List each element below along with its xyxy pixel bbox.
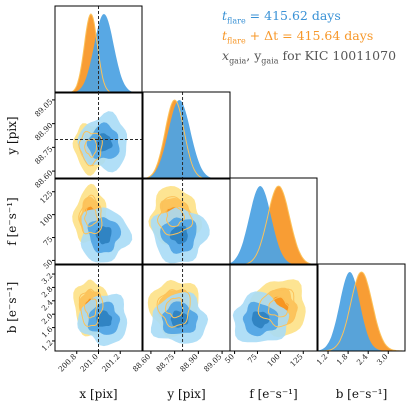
x-tick-label: 88.75 xyxy=(154,352,176,374)
y-axis-label-y: y [pix] xyxy=(5,116,19,155)
legend-entry-gaia-sub: gaia xyxy=(229,56,247,66)
legend-entry-gaia-mid: , y xyxy=(246,48,262,63)
y-tick-label: 88.90 xyxy=(33,121,55,143)
contour-orange-outline-2 xyxy=(164,297,184,319)
x-axis-label-x: x [pix] xyxy=(79,387,117,401)
contour-orange-outline-1 xyxy=(78,194,103,235)
diag-panel-y xyxy=(143,92,230,179)
y-tick-label: 88.60 xyxy=(33,168,55,190)
legend-entry-gaia-text: for KIC 10011070 xyxy=(278,48,397,63)
x-tick-label: 201.0 xyxy=(78,352,100,374)
contour-orange-outline-1 xyxy=(78,131,103,167)
x-tick-label: 200.8 xyxy=(57,352,79,374)
legend-entry-blue-text: = 415.62 days xyxy=(245,8,341,23)
contour-orange-outline-2 xyxy=(83,297,98,319)
y-axis-label-b: b [e⁻s⁻¹] xyxy=(5,282,19,334)
y-tick-label: 1.2 xyxy=(40,338,55,353)
contour-blue-level-3 xyxy=(96,310,113,327)
x-tick-label: 1.2 xyxy=(315,352,330,367)
legend: tflare = 415.62 days tflare + Δt = 415.6… xyxy=(222,8,396,68)
y-tick-label: 2.8 xyxy=(40,284,55,299)
histogram-outline-y xyxy=(143,99,230,179)
x-tick-label: 88.90 xyxy=(178,352,200,374)
y-tick-label: 50 xyxy=(41,257,54,270)
contour-orange-outline-2 xyxy=(267,296,290,318)
panel-frame-diag-b xyxy=(317,263,406,352)
x-axis-label-y: y [pix] xyxy=(166,387,205,401)
diag-panel-x xyxy=(55,6,142,93)
y-tick-label: 2.4 xyxy=(40,298,55,313)
contour-panel-y-f xyxy=(148,178,210,265)
panel-frame-diag-y xyxy=(142,91,231,180)
x-axis-label-f: f [e⁻s⁻¹] xyxy=(249,387,297,401)
diag-panel-b xyxy=(318,271,405,351)
contour-orange-outline-2 xyxy=(84,205,99,227)
histogram-blue-b xyxy=(318,272,405,351)
contour-panel-y-b xyxy=(147,264,209,351)
panel-frame-y-f xyxy=(142,177,231,266)
x-tick-label: 3.0 xyxy=(375,352,390,367)
x-tick-label: 88.60 xyxy=(131,352,153,374)
legend-entry-blue-var: t xyxy=(222,8,228,23)
x-tick-label: 1.8 xyxy=(335,352,350,367)
contour-panel-x-f xyxy=(72,178,133,265)
x-tick-label: 100 xyxy=(265,352,282,369)
y-tick-label: 75 xyxy=(41,235,54,248)
y-tick-label: 88.75 xyxy=(33,144,55,166)
y-tick-label: 89.05 xyxy=(33,97,55,119)
contour-orange-outline-1 xyxy=(156,196,194,236)
contour-blue-level-3 xyxy=(95,133,113,152)
contour-panel-x-y xyxy=(55,92,142,179)
legend-entry-orange-sub: flare xyxy=(227,36,246,46)
legend-entry-blue-sub: flare xyxy=(227,16,246,26)
legend-entry-orange: tflare + Δt = 415.64 days xyxy=(222,28,396,48)
y-tick-label: 3.2 xyxy=(40,271,55,286)
y-axis-label-f: f [e⁻s⁻¹] xyxy=(5,197,19,245)
histogram-orange-f xyxy=(230,186,317,265)
histogram-blue-y xyxy=(143,100,230,179)
contour-blue-level-3 xyxy=(251,311,270,329)
panel-frame-f-b xyxy=(229,263,318,352)
legend-entry-orange-text: + Δt = 415.64 days xyxy=(245,28,374,43)
contour-panel-f-b xyxy=(232,279,306,343)
x-tick-label: 125 xyxy=(288,352,305,369)
legend-entry-blue: tflare = 415.62 days xyxy=(222,8,396,28)
y-tick-label: 1.6 xyxy=(40,325,55,340)
x-tick-label: 89.05 xyxy=(202,352,224,374)
contour-orange-outline-2 xyxy=(84,137,98,158)
histogram-blue-f xyxy=(230,186,317,265)
x-axis-label-b: b [e⁻s⁻¹] xyxy=(336,387,388,401)
legend-entry-orange-var: t xyxy=(222,28,228,43)
legend-entry-gaia-sub2: gaia xyxy=(261,56,279,66)
contour-orange-outline-2 xyxy=(165,206,186,228)
histogram-outline-b xyxy=(318,271,405,351)
x-tick-label: 2.4 xyxy=(355,352,370,367)
diag-panel-f xyxy=(230,185,317,265)
legend-entry-gaia-var: x xyxy=(222,48,230,63)
y-tick-label: 2.0 xyxy=(40,311,55,326)
contour-panel-x-b xyxy=(73,264,128,351)
x-tick-label: 201.2 xyxy=(100,352,122,374)
contour-orange-outline-1 xyxy=(78,288,104,327)
legend-entry-gaia: xgaia, ygaia for KIC 10011070 xyxy=(222,48,396,68)
contour-orange-outline-1 xyxy=(257,288,297,328)
